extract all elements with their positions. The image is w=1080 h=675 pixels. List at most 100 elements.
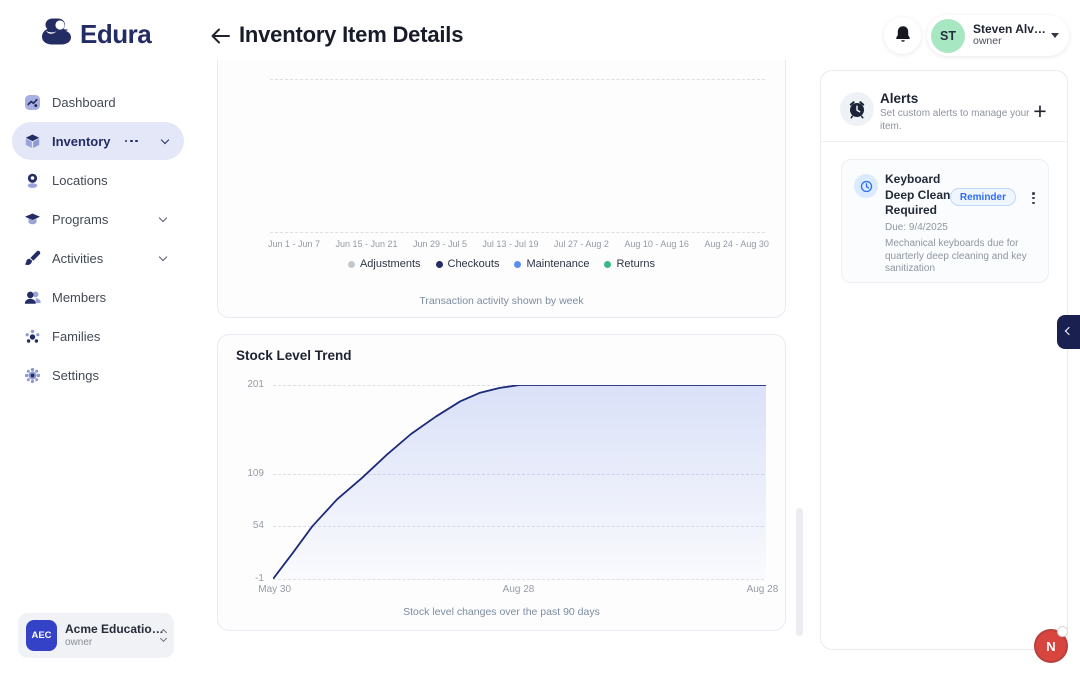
paintbrush-icon: [24, 250, 41, 267]
more-options-icon[interactable]: [124, 139, 138, 143]
org-role: owner: [65, 636, 93, 648]
stock-card-title: Stock Level Trend: [236, 348, 352, 363]
user-menu[interactable]: ST Steven Alv… owner: [927, 15, 1069, 56]
y-tick-label: 109: [247, 468, 264, 479]
transactions-caption: Transaction activity shown by week: [419, 295, 584, 307]
gear-icon: [24, 367, 41, 384]
chevron-down-icon[interactable]: [158, 213, 168, 222]
alerts-panel: Alerts Set custom alerts to manage your …: [820, 70, 1068, 650]
alert-due-date: Due: 9/4/2025: [885, 222, 948, 233]
x-tick-label: Aug 28: [502, 584, 535, 595]
x-tick-label: Jun 29 - Jul 5: [412, 239, 467, 249]
alerts-subtitle: Set custom alerts to manage your item.: [880, 108, 1030, 132]
legend-item: Checkouts: [435, 258, 499, 270]
legend-dot: [514, 260, 522, 268]
duck-logo-icon: [40, 17, 73, 51]
sidebar-item-label: Settings: [52, 367, 99, 383]
kebab-menu-icon[interactable]: [1030, 190, 1037, 206]
x-tick-label: Jul 27 - Aug 2: [553, 239, 609, 249]
gridline: [273, 579, 764, 580]
inventory-cube-icon: [24, 133, 41, 150]
location-pin-icon: [24, 172, 41, 189]
y-tick-label: -1: [255, 573, 264, 584]
org-name: Acme Educatio…: [65, 621, 164, 636]
x-tick-label: Jun 1 - Jun 7: [268, 239, 321, 249]
sidebar-item-programs[interactable]: Programs: [12, 200, 184, 238]
stock-x-axis: May 30 Aug 28 Aug 28: [258, 584, 778, 598]
x-tick-label: May 30: [258, 584, 292, 595]
dashboard-icon: [24, 94, 41, 111]
sidebar-item-inventory[interactable]: Inventory: [12, 122, 184, 160]
legend-item: Maintenance: [514, 258, 589, 270]
y-tick-label: 201: [247, 379, 264, 390]
sidebar-item-label: Programs: [52, 211, 109, 227]
sidebar-item-label: Inventory: [52, 133, 111, 149]
stock-area-path: [273, 385, 766, 579]
notifications-button[interactable]: [884, 17, 921, 54]
main-content: Jun 1 - Jun 7 Jun 15 - Jun 21 Jun 29 - J…: [205, 60, 817, 675]
alerts-title: Alerts: [880, 91, 919, 106]
stock-trend-card: Stock Level Trend 201 109 54 -1 May 30 A…: [217, 334, 786, 631]
sidebar-item-activities[interactable]: Activities: [12, 239, 184, 277]
x-tick-label: Jul 13 - Jul 19: [482, 239, 539, 249]
brand-name: Edura: [80, 18, 152, 49]
alerts-header: Alerts Set custom alerts to manage your …: [821, 71, 1067, 141]
back-button[interactable]: [208, 26, 232, 48]
y-tick-label: 54: [252, 520, 264, 531]
x-tick-label: Aug 28: [746, 584, 779, 595]
transactions-card: Jun 1 - Jun 7 Jun 15 - Jun 21 Jun 29 - J…: [217, 60, 786, 318]
stock-caption: Stock level changes over the past 90 day…: [403, 606, 600, 618]
chevron-down-icon: [1051, 33, 1059, 38]
legend-dot: [347, 260, 355, 268]
bell-icon: [895, 25, 911, 46]
alert-card[interactable]: Keyboard Deep Clean Required Reminder Du…: [841, 159, 1049, 283]
gridline: [270, 232, 765, 233]
select-arrows-icon: [159, 628, 168, 643]
legend-dot: [604, 260, 612, 268]
x-tick-label: Aug 24 - Aug 30: [704, 239, 769, 249]
chevron-left-icon: [1064, 326, 1074, 336]
sidebar: Dashboard Inventory Locations: [0, 83, 196, 395]
divider: [821, 141, 1067, 142]
org-badge: AEC: [26, 620, 57, 651]
sidebar-item-dashboard[interactable]: Dashboard: [12, 83, 184, 121]
page-title: Inventory Item Details: [239, 22, 464, 47]
reminder-badge: Reminder: [949, 188, 1016, 206]
stock-line-path: [273, 385, 766, 579]
add-alert-button[interactable]: +: [1029, 100, 1051, 123]
sidebar-item-label: Families: [52, 328, 101, 344]
sidebar-item-members[interactable]: Members: [12, 278, 184, 316]
sidebar-item-label: Members: [52, 289, 107, 305]
families-icon: [24, 328, 41, 345]
org-switcher[interactable]: AEC Acme Educatio… owner: [18, 613, 174, 658]
legend-item: Returns: [604, 258, 655, 270]
alert-description: Mechanical keyboards due for quarterly d…: [885, 238, 1027, 274]
transactions-legend: Adjustments Checkouts Maintenance Return…: [218, 258, 785, 270]
sidebar-item-label: Activities: [52, 250, 104, 266]
alarm-clock-icon: [840, 92, 874, 126]
chevron-down-icon[interactable]: [160, 135, 170, 144]
sidebar-item-locations[interactable]: Locations: [12, 161, 184, 199]
scrollbar-thumb[interactable]: [796, 508, 803, 636]
clock-icon: [854, 174, 878, 198]
stock-trend-svg: [273, 385, 766, 579]
legend-item: Adjustments: [347, 258, 421, 270]
alert-title: Keyboard Deep Clean Required: [885, 172, 951, 217]
chevron-down-icon[interactable]: [158, 252, 168, 261]
graduation-cap-icon: [24, 211, 41, 228]
app-logo[interactable]: Edura: [40, 17, 152, 51]
chat-status-dot: [1057, 626, 1068, 637]
legend-dot: [435, 260, 443, 268]
gridline: [270, 79, 765, 80]
x-tick-label: Jun 15 - Jun 21: [335, 239, 398, 249]
collapse-panel-button[interactable]: [1057, 315, 1080, 349]
members-icon: [24, 289, 41, 306]
back-arrow-icon: [209, 28, 231, 49]
sidebar-item-settings[interactable]: Settings: [12, 356, 184, 394]
sidebar-item-families[interactable]: Families: [12, 317, 184, 355]
sidebar-item-label: Locations: [52, 172, 108, 188]
avatar: ST: [931, 18, 965, 53]
sidebar-item-label: Dashboard: [52, 94, 116, 110]
user-role: owner: [973, 35, 1002, 48]
x-tick-label: Aug 10 - Aug 16: [624, 239, 689, 249]
